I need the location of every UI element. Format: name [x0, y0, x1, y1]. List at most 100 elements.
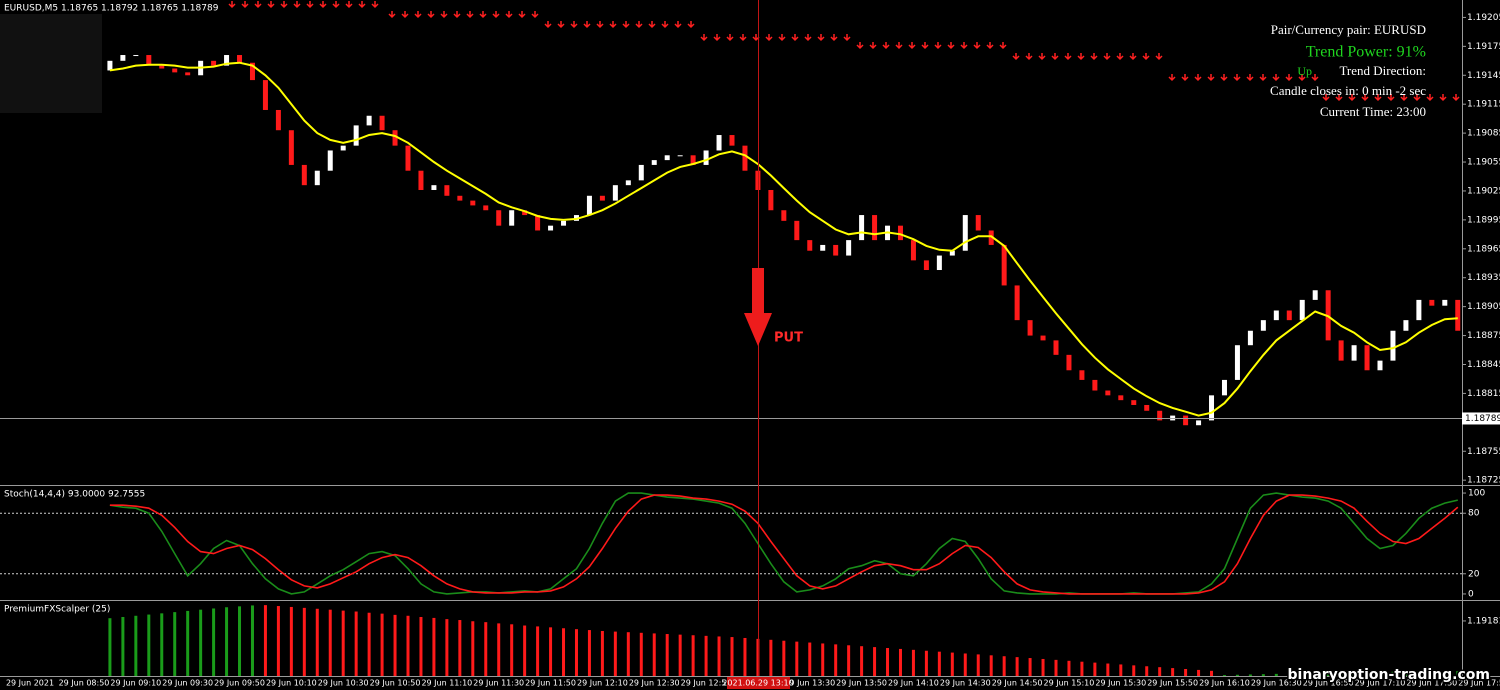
histogram-bar: [937, 651, 941, 676]
histogram-bar: [523, 625, 527, 676]
y-tick-label: 20: [1468, 569, 1480, 579]
signal-label: PUT: [774, 331, 803, 346]
candle-body: [1455, 299, 1461, 331]
candle-body: [1040, 335, 1046, 341]
histogram-bar: [587, 630, 591, 676]
histogram-bar: [302, 607, 306, 676]
candle-body: [522, 210, 528, 216]
y-tick-label: 1.19145: [1467, 71, 1500, 81]
histogram-bar: [341, 610, 345, 676]
sell-signal-arrow: [921, 42, 929, 50]
time-label: 29 Jun 10:10: [266, 679, 317, 688]
candle-body: [431, 185, 437, 190]
histogram-bar: [989, 655, 993, 676]
y-tick-label: 1.18755: [1467, 447, 1500, 457]
candle-body: [1390, 330, 1396, 361]
indicator-title: PremiumFXScalper (25): [4, 605, 110, 615]
sell-signal-arrow: [895, 42, 903, 50]
sell-signal-arrow: [1155, 53, 1163, 61]
y-tick-label: 1.18725: [1467, 476, 1500, 486]
histogram-bar: [1287, 673, 1291, 676]
candle-body: [1338, 340, 1344, 361]
sell-signal-arrow: [388, 11, 396, 19]
histogram-bar: [756, 638, 760, 676]
histogram-bar: [911, 649, 915, 676]
histogram-bar: [1106, 663, 1110, 676]
time-label: 29 Jun 10:50: [370, 679, 421, 688]
symbol-header: EURUSD,M5 1.18765 1.18792 1.18765 1.1878…: [4, 4, 219, 14]
time-label: 29 Jun 16:30: [1251, 679, 1302, 688]
y-tick-label: 100: [1468, 489, 1485, 499]
y-tick-label: 1.19115: [1467, 100, 1500, 110]
sell-signal-arrow: [843, 34, 851, 42]
histogram-bar: [160, 613, 164, 676]
stochastic-line: [109, 492, 1458, 595]
y-tick-label: 1.18815: [1467, 389, 1500, 399]
histogram-bar: [626, 632, 630, 676]
candle-body: [1247, 330, 1253, 346]
sell-signal-arrow: [466, 11, 474, 19]
histogram-bar: [1015, 657, 1019, 676]
candle-body: [185, 72, 191, 76]
histogram-bar: [510, 624, 514, 676]
stochastic-line: [109, 494, 1459, 595]
y-tick-label: 1.19025: [1467, 186, 1500, 196]
histogram-bar: [1184, 669, 1188, 676]
histogram-bar: [1417, 671, 1421, 676]
sell-signal-arrow: [635, 21, 643, 29]
y-tick-label: 0: [1468, 589, 1474, 599]
candle-body: [366, 115, 372, 126]
sell-signal-arrow: [1426, 94, 1434, 102]
histogram-bar: [250, 605, 254, 676]
sell-signal-arrow: [1194, 74, 1202, 82]
histogram-bar: [419, 616, 423, 676]
candle-body: [470, 200, 476, 206]
candle-body: [923, 260, 929, 271]
histogram-bar: [1119, 664, 1123, 676]
sell-signal-arrow: [960, 42, 968, 50]
candle-body: [159, 65, 165, 69]
histogram-bar: [808, 642, 812, 676]
histogram-bar: [1430, 671, 1434, 676]
histogram-bar: [1235, 674, 1239, 676]
histogram-bar: [743, 637, 747, 676]
histogram-bar: [1443, 671, 1447, 676]
candle-body: [444, 185, 450, 196]
histogram-bar: [289, 606, 293, 676]
sell-signal-arrow: [830, 34, 838, 42]
sell-signal-arrow: [596, 21, 604, 29]
time-label: 29 Jun 2021: [6, 679, 54, 688]
candle-body: [1183, 415, 1189, 426]
sell-signal-arrow: [739, 34, 747, 42]
candle-body: [107, 60, 113, 71]
candle-body: [133, 55, 139, 57]
candle-body: [1312, 290, 1318, 300]
histogram-bar: [1391, 671, 1395, 676]
histogram-bar: [1339, 672, 1343, 676]
time-label: 29 Jun 10:30: [318, 679, 369, 688]
sell-signal-arrow: [1400, 94, 1408, 102]
sell-signal-arrow: [479, 11, 487, 19]
candle-body: [625, 180, 631, 186]
cursor-time-box: [727, 677, 790, 689]
y-tick-label: 1.19181: [1467, 616, 1500, 626]
y-tick-label: 1.18935: [1467, 273, 1500, 283]
histogram-bar: [134, 615, 138, 676]
time-label: 29 Jun 12:30: [629, 679, 680, 688]
candle-body: [301, 164, 307, 186]
sell-signal-arrow: [332, 1, 340, 9]
y-tick-label: 1.18965: [1467, 244, 1500, 254]
time-label: 29 Jun 14:10: [888, 679, 939, 688]
time-label: 29 Jun 09:50: [214, 679, 265, 688]
histogram-bar: [1041, 658, 1045, 676]
time-label: 29 Jun 16:10: [1199, 679, 1250, 688]
candle-body: [1234, 345, 1240, 380]
sell-signal-arrow: [1077, 53, 1085, 61]
candle-body: [768, 189, 774, 211]
y-tick-label: 1.18875: [1467, 331, 1500, 341]
histogram-bar: [950, 652, 954, 676]
candle-body: [379, 115, 385, 131]
candle-body: [496, 210, 502, 226]
sell-signal-arrow: [986, 42, 994, 50]
